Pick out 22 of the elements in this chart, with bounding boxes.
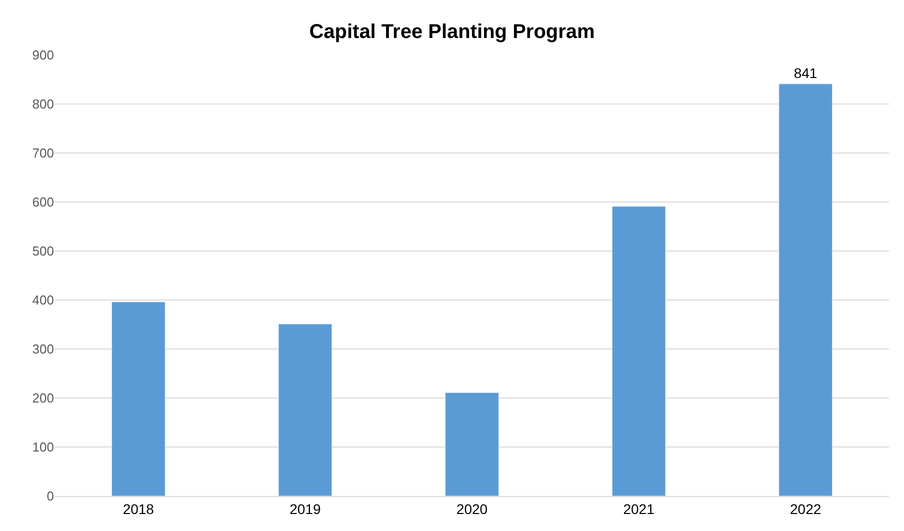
x-tick-label: 2018 — [122, 500, 154, 517]
bar — [612, 206, 666, 496]
bar — [445, 392, 499, 496]
y-tick-label: 0 — [46, 488, 54, 504]
bar — [278, 324, 332, 496]
y-tick-label: 800 — [32, 96, 54, 112]
x-tick-label: 2022 — [790, 500, 822, 517]
y-tick-label: 900 — [32, 48, 54, 63]
x-tick-label: 2020 — [456, 500, 488, 517]
data-label: 841 — [794, 64, 818, 81]
chart-title: Capital Tree Planting Program — [309, 20, 595, 43]
y-tick-label: 500 — [32, 244, 54, 259]
bar — [778, 84, 833, 496]
x-tick-label: 2019 — [290, 500, 321, 517]
y-tick-label: 100 — [32, 440, 54, 455]
y-tick-label: 600 — [32, 194, 54, 210]
x-tick-label: 2021 — [623, 500, 655, 517]
y-tick-label: 200 — [32, 390, 54, 406]
y-tick-label: 400 — [32, 292, 54, 308]
y-tick-label: 700 — [32, 146, 54, 161]
bar — [111, 302, 166, 496]
y-tick-label: 300 — [32, 342, 54, 357]
